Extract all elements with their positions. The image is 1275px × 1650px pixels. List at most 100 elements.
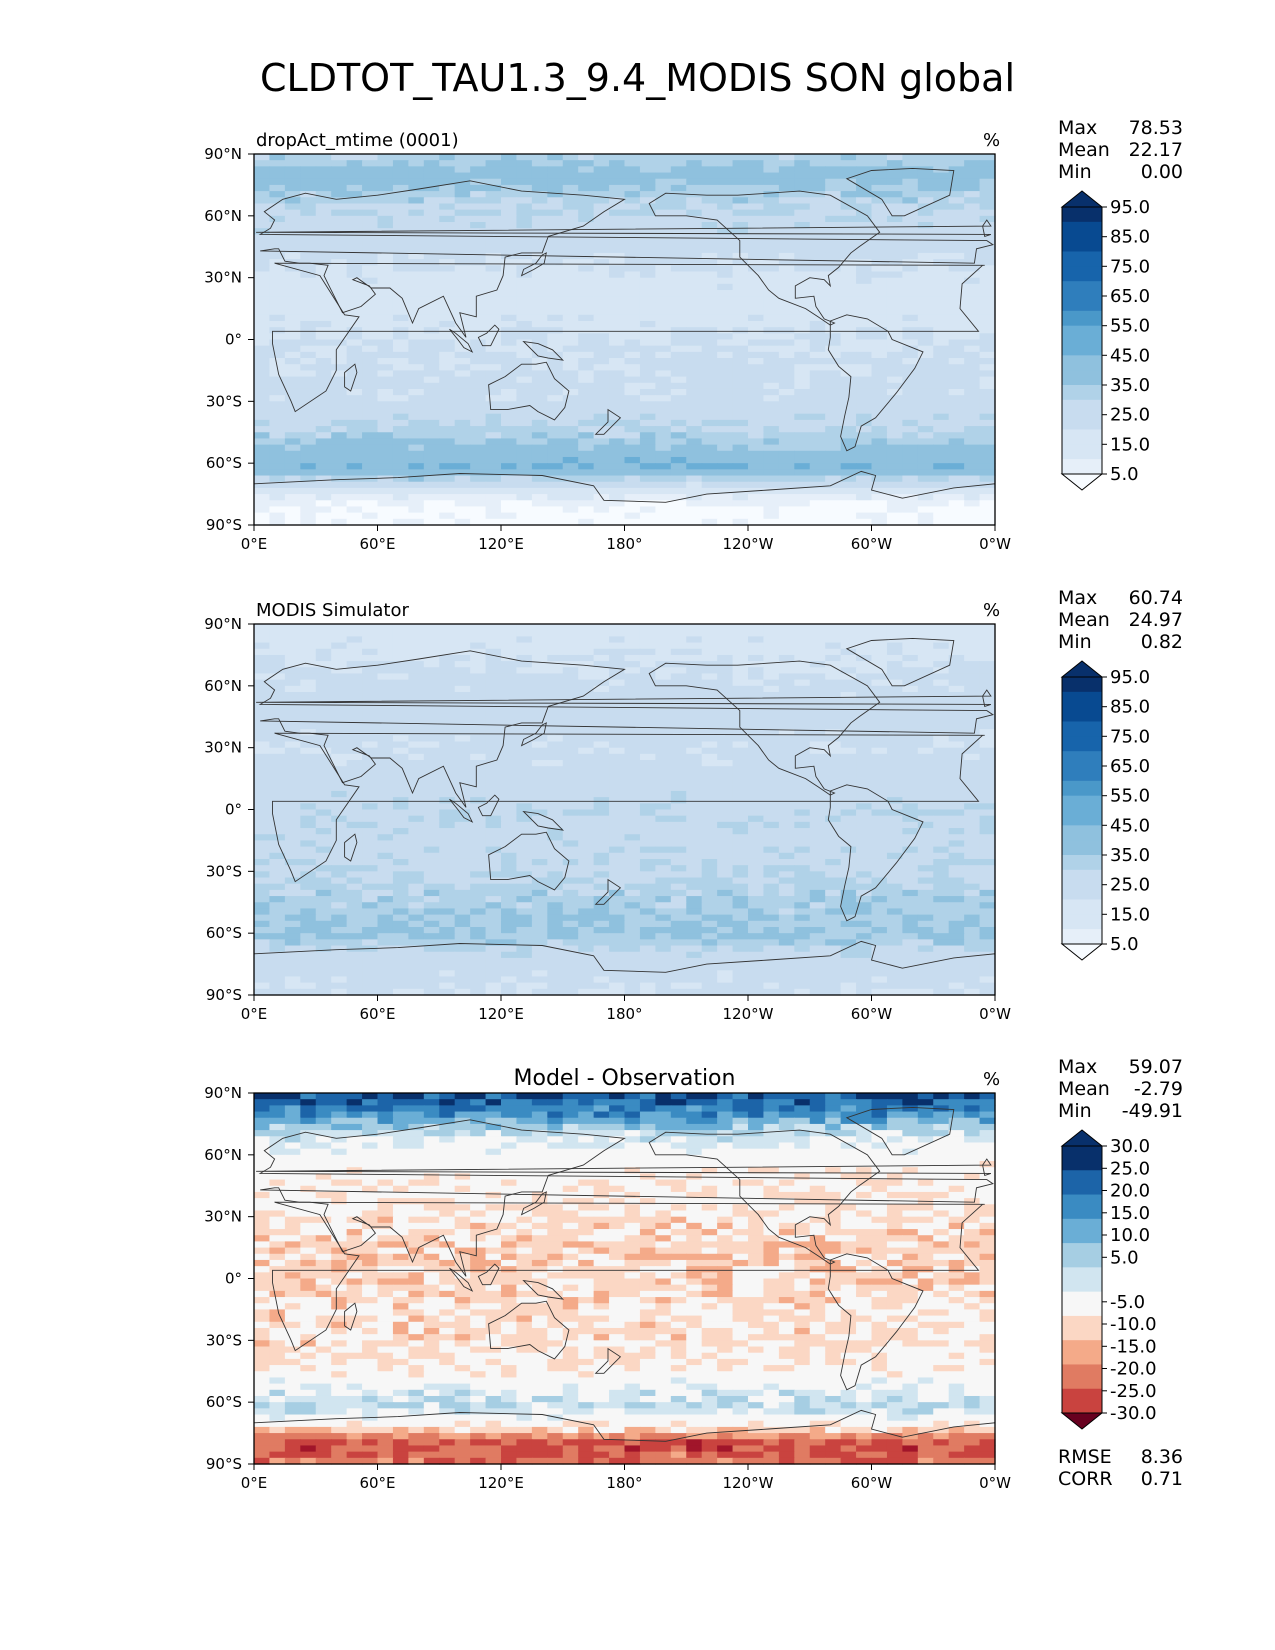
map-cell <box>501 648 518 656</box>
map-cell <box>763 790 780 798</box>
map-cell <box>562 419 579 427</box>
map-cell <box>547 154 564 161</box>
map-cell <box>501 246 518 254</box>
map-cell <box>516 283 533 291</box>
map-cell <box>408 333 425 341</box>
colorbar-bin <box>1062 340 1102 356</box>
map-cell <box>331 215 348 223</box>
map-cell <box>763 661 780 668</box>
coastline <box>272 262 985 413</box>
map-cell <box>917 778 934 786</box>
map-cell <box>639 463 656 470</box>
map-cell <box>531 797 548 804</box>
map-cell <box>454 865 471 872</box>
map-cell <box>362 784 379 792</box>
map-cell <box>254 401 271 409</box>
map-cell <box>871 388 888 396</box>
map-cell <box>964 228 981 235</box>
map-cell <box>315 487 332 495</box>
map-cell <box>917 630 934 637</box>
map-cell <box>655 370 672 378</box>
map-cell <box>701 679 718 687</box>
map-cell <box>979 487 996 495</box>
panel-units: % <box>983 130 1000 151</box>
map-cell <box>346 364 363 372</box>
map-cell <box>655 821 672 829</box>
map-cell <box>856 500 873 508</box>
map-cell <box>948 636 965 644</box>
map-cell <box>840 246 857 254</box>
map-cell <box>392 228 409 235</box>
map-cell <box>701 351 718 359</box>
map-cell <box>485 327 502 334</box>
map-cell <box>732 667 749 675</box>
map-cell <box>485 240 502 248</box>
map-cell <box>778 456 795 464</box>
map-cell <box>840 154 857 161</box>
map-cell <box>624 481 641 489</box>
map-cell <box>717 828 734 835</box>
map-cell <box>408 395 425 402</box>
map-cell <box>948 760 965 767</box>
map-cell <box>593 766 610 773</box>
map-cell <box>979 370 996 378</box>
map-cell <box>655 271 672 279</box>
map-cell <box>639 698 656 705</box>
map-cell <box>624 370 641 378</box>
map-cell <box>686 716 703 724</box>
map-cell <box>624 450 641 458</box>
map-cell <box>254 840 271 848</box>
map-cell <box>578 692 595 699</box>
map-cell <box>917 753 934 761</box>
map-cell <box>362 327 379 334</box>
map-cell <box>732 166 749 174</box>
map-cell <box>578 283 595 291</box>
map-cell <box>871 828 888 835</box>
map-cell <box>933 803 950 811</box>
map-cell <box>794 184 811 192</box>
map-cell <box>392 271 409 279</box>
map-cell <box>423 203 440 211</box>
map-cell <box>717 809 734 817</box>
map-cell <box>670 692 687 699</box>
map-cell <box>948 518 965 526</box>
map-cell <box>670 877 687 885</box>
map-cell <box>701 494 718 501</box>
map-cell <box>593 234 610 242</box>
map-cell <box>284 469 301 477</box>
map-cell <box>624 222 641 229</box>
x-tick-label: 60°W <box>851 535 893 553</box>
map-cell <box>454 395 471 402</box>
map-cell <box>423 197 440 205</box>
map-cell <box>763 222 780 229</box>
map-cell <box>856 203 873 211</box>
map-cell <box>964 290 981 297</box>
map-cell <box>624 172 641 180</box>
map-cell <box>655 716 672 724</box>
map-cell <box>825 382 842 390</box>
map-cell <box>825 784 842 792</box>
map-cell <box>670 475 687 483</box>
map-cell <box>809 283 826 291</box>
map-cell <box>794 351 811 359</box>
map-cell <box>470 673 487 681</box>
map-cell <box>531 858 548 866</box>
map-cell <box>439 500 456 508</box>
map-cell <box>917 252 934 260</box>
map-cell <box>269 469 286 477</box>
map-cell <box>856 426 873 433</box>
map-cell <box>362 463 379 470</box>
map-cell <box>300 865 317 872</box>
map-cell <box>331 444 348 452</box>
map-cell <box>593 803 610 811</box>
map-cell <box>748 821 765 829</box>
map-cell <box>454 500 471 508</box>
map-cell <box>701 234 718 242</box>
map-cell <box>717 401 734 409</box>
map-cell <box>531 704 548 712</box>
map-cell <box>346 512 363 520</box>
map-cell <box>686 376 703 384</box>
map-cell <box>701 654 718 662</box>
map-cell <box>948 154 965 161</box>
map-cell <box>362 846 379 854</box>
